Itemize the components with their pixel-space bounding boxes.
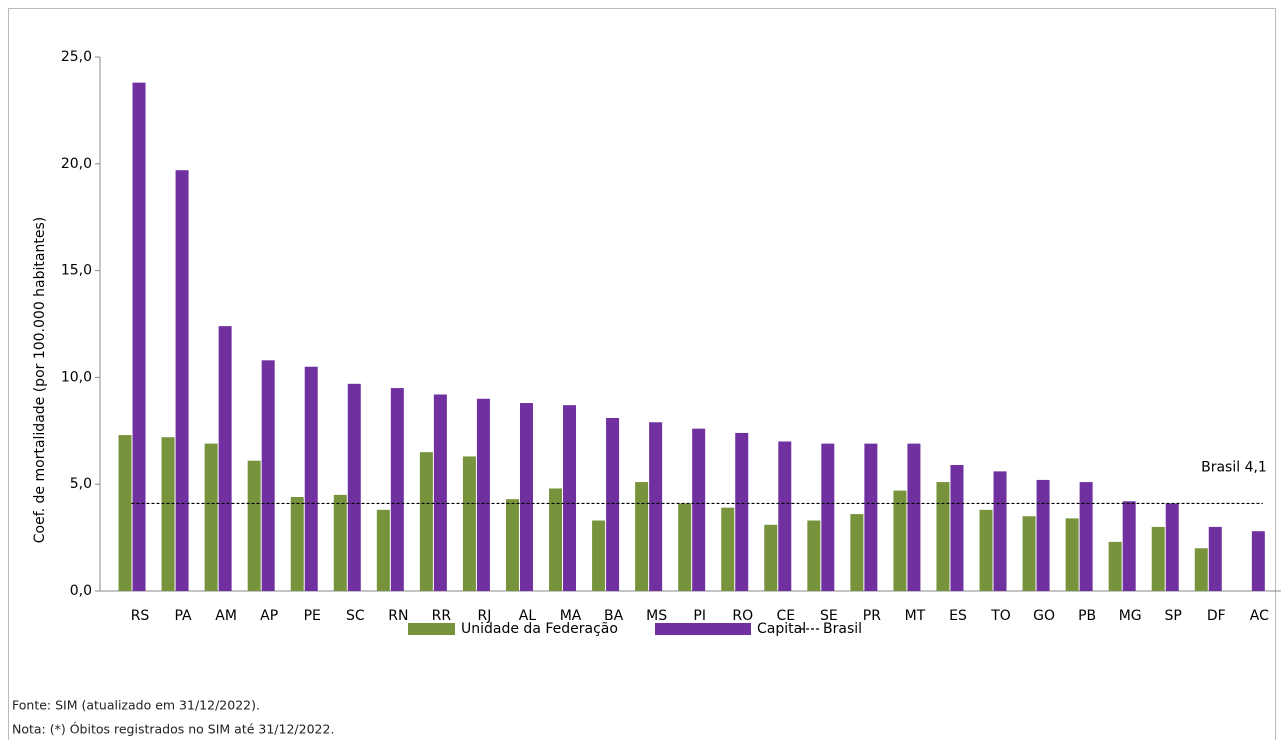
y-tick-label: 25,0 — [61, 49, 92, 65]
bar — [735, 432, 749, 591]
bar — [950, 464, 964, 591]
bar — [347, 383, 361, 591]
bar — [678, 503, 692, 591]
x-tick-label: DF — [1207, 608, 1226, 624]
bar — [476, 398, 490, 591]
bar — [376, 509, 390, 591]
note: Nota: (*) Óbitos registrados no SIM até … — [12, 722, 334, 737]
bar — [132, 82, 146, 592]
bar — [519, 403, 533, 591]
x-tick-label: RS — [131, 608, 150, 624]
x-tick-label: MA — [560, 608, 582, 624]
bar — [907, 443, 921, 591]
bar — [175, 170, 189, 591]
y-tick-label: 20,0 — [61, 156, 92, 172]
bar — [821, 443, 835, 591]
bar — [462, 456, 476, 591]
x-tick-label: PI — [693, 608, 706, 624]
x-tick-label: MT — [905, 608, 926, 624]
bar — [261, 360, 275, 591]
bar — [936, 482, 950, 591]
bar — [635, 482, 649, 591]
bar — [505, 499, 519, 591]
y-tick-label: 5,0 — [70, 476, 92, 492]
bar — [563, 405, 577, 591]
bar — [218, 326, 232, 591]
bar — [979, 509, 993, 591]
x-tick-label: AM — [215, 608, 237, 624]
x-tick-label: SC — [346, 608, 365, 624]
y-tick-label: 15,0 — [61, 263, 92, 279]
bar — [606, 417, 620, 591]
bar — [692, 428, 706, 591]
bar — [807, 520, 821, 591]
bar — [1165, 503, 1179, 591]
y-axis-label: Coef. de mortalidade (por 100.000 habita… — [32, 217, 48, 543]
x-tick-label: AL — [519, 608, 537, 624]
legend-label: Capital — [757, 621, 806, 637]
x-tick-label: GO — [1033, 608, 1055, 624]
x-tick-label: RJ — [477, 608, 491, 624]
bar — [764, 524, 778, 591]
legend-swatch — [655, 623, 751, 635]
bar — [1108, 541, 1122, 591]
bar — [549, 488, 563, 591]
bar — [1079, 482, 1093, 591]
x-tick-label: SE — [820, 608, 838, 624]
x-tick-label: PE — [304, 608, 321, 624]
x-tick-label: AC — [1250, 608, 1269, 624]
x-tick-label: SP — [1165, 608, 1182, 624]
bar — [1151, 526, 1165, 591]
x-tick-label: ES — [949, 608, 967, 624]
x-tick-label: RR — [432, 608, 452, 624]
x-tick-label: RN — [388, 608, 408, 624]
bar — [1065, 518, 1079, 591]
bar — [850, 514, 864, 591]
bar — [592, 520, 606, 591]
x-tick-label: AP — [260, 608, 278, 624]
x-tick-label: TO — [990, 608, 1011, 624]
bar — [893, 490, 907, 591]
bar — [1036, 479, 1050, 591]
x-tick-label: PR — [863, 608, 881, 624]
bar — [1208, 526, 1222, 591]
x-tick-label: RO — [732, 608, 753, 624]
bar — [247, 460, 261, 591]
x-tick-label: PA — [175, 608, 193, 624]
bar — [721, 507, 735, 591]
bar — [649, 422, 663, 591]
bar — [993, 471, 1007, 591]
x-tick-label: MG — [1119, 608, 1142, 624]
bar — [290, 497, 304, 591]
bar — [161, 437, 175, 591]
bar — [304, 366, 318, 591]
bar — [864, 443, 878, 591]
bar — [1251, 531, 1265, 591]
x-tick-label: BA — [604, 608, 624, 624]
chart-border — [8, 8, 1276, 740]
reference-label: Brasil 4,1 — [1201, 459, 1267, 475]
y-tick-label: 10,0 — [61, 369, 92, 385]
bar — [1022, 516, 1036, 591]
bar — [204, 443, 218, 591]
x-tick-label: MS — [646, 608, 667, 624]
bar — [118, 435, 132, 591]
bar — [1122, 501, 1136, 591]
x-tick-label: CE — [776, 608, 795, 624]
x-tick-label: PB — [1078, 608, 1096, 624]
legend-label: Brasil — [823, 621, 862, 637]
bar — [433, 394, 447, 591]
bar — [390, 388, 404, 591]
legend-label: Unidade da Federação — [461, 621, 618, 637]
bar — [419, 452, 433, 591]
bar — [778, 441, 792, 591]
note: Fonte: SIM (atualizado em 31/12/2022). — [12, 698, 260, 713]
y-tick-label: 0,0 — [70, 583, 92, 599]
legend-swatch — [408, 623, 455, 635]
bar — [1194, 548, 1208, 591]
bar — [333, 494, 347, 591]
